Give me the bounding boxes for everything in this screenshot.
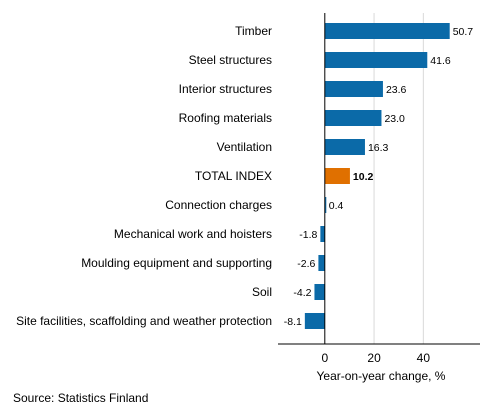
value-label: -2.6 xyxy=(297,258,315,270)
bar-5 xyxy=(324,139,365,155)
category-label: Ventilation xyxy=(217,140,272,154)
category-label: Interior structures xyxy=(179,82,272,96)
bar-8 xyxy=(320,226,325,242)
value-label: -1.8 xyxy=(299,229,317,241)
category-label: Roofing materials xyxy=(179,111,272,125)
value-label: 16.3 xyxy=(368,142,389,154)
bar-1 xyxy=(324,23,450,39)
value-label: 10.2 xyxy=(353,171,374,183)
value-label: 0.4 xyxy=(329,200,344,212)
bar-10 xyxy=(314,284,325,300)
gridlines xyxy=(373,13,424,344)
bars xyxy=(304,23,450,329)
bar-7 xyxy=(324,197,327,213)
category-label: Timber xyxy=(235,24,272,38)
category-label: Steel structures xyxy=(189,53,272,67)
category-label: Moulding equipment and supporting xyxy=(81,256,272,270)
bar-3 xyxy=(324,81,383,97)
bar-11 xyxy=(304,313,325,329)
bar-2 xyxy=(324,52,428,68)
value-labels: 50.7 41.6 23.6 23.0 16.3 10.2 0.4 -1.8 -2.6 -4.2 -… xyxy=(284,26,474,328)
category-label: Site facilities, scaffolding and weather… xyxy=(16,314,272,328)
category-label: TOTAL INDEX xyxy=(195,169,272,183)
x-tick-label: 40 xyxy=(417,351,431,365)
value-label: 50.7 xyxy=(453,26,474,38)
bar-4 xyxy=(324,110,382,126)
x-tick-labels: 0 20 40 xyxy=(321,351,430,365)
value-label: 23.6 xyxy=(386,84,407,96)
source-note: Source: Statistics Finland xyxy=(13,391,149,405)
value-label: 23.0 xyxy=(384,113,405,125)
axes xyxy=(278,13,480,345)
category-labels: Timber Steel structures Interior structure… xyxy=(16,24,272,328)
x-tick-label: 0 xyxy=(321,351,328,365)
bar-9 xyxy=(318,255,325,271)
x-tick-label: 20 xyxy=(367,351,381,365)
value-label: -8.1 xyxy=(284,316,302,328)
category-label: Connection charges xyxy=(165,198,272,212)
value-label: 41.6 xyxy=(430,55,451,67)
category-label: Soil xyxy=(252,285,272,299)
bar-6 xyxy=(324,168,350,184)
x-axis-title: Year-on-year change, % xyxy=(317,369,446,383)
value-label: -4.2 xyxy=(293,287,311,299)
category-label: Mechanical work and hoisters xyxy=(114,227,272,241)
